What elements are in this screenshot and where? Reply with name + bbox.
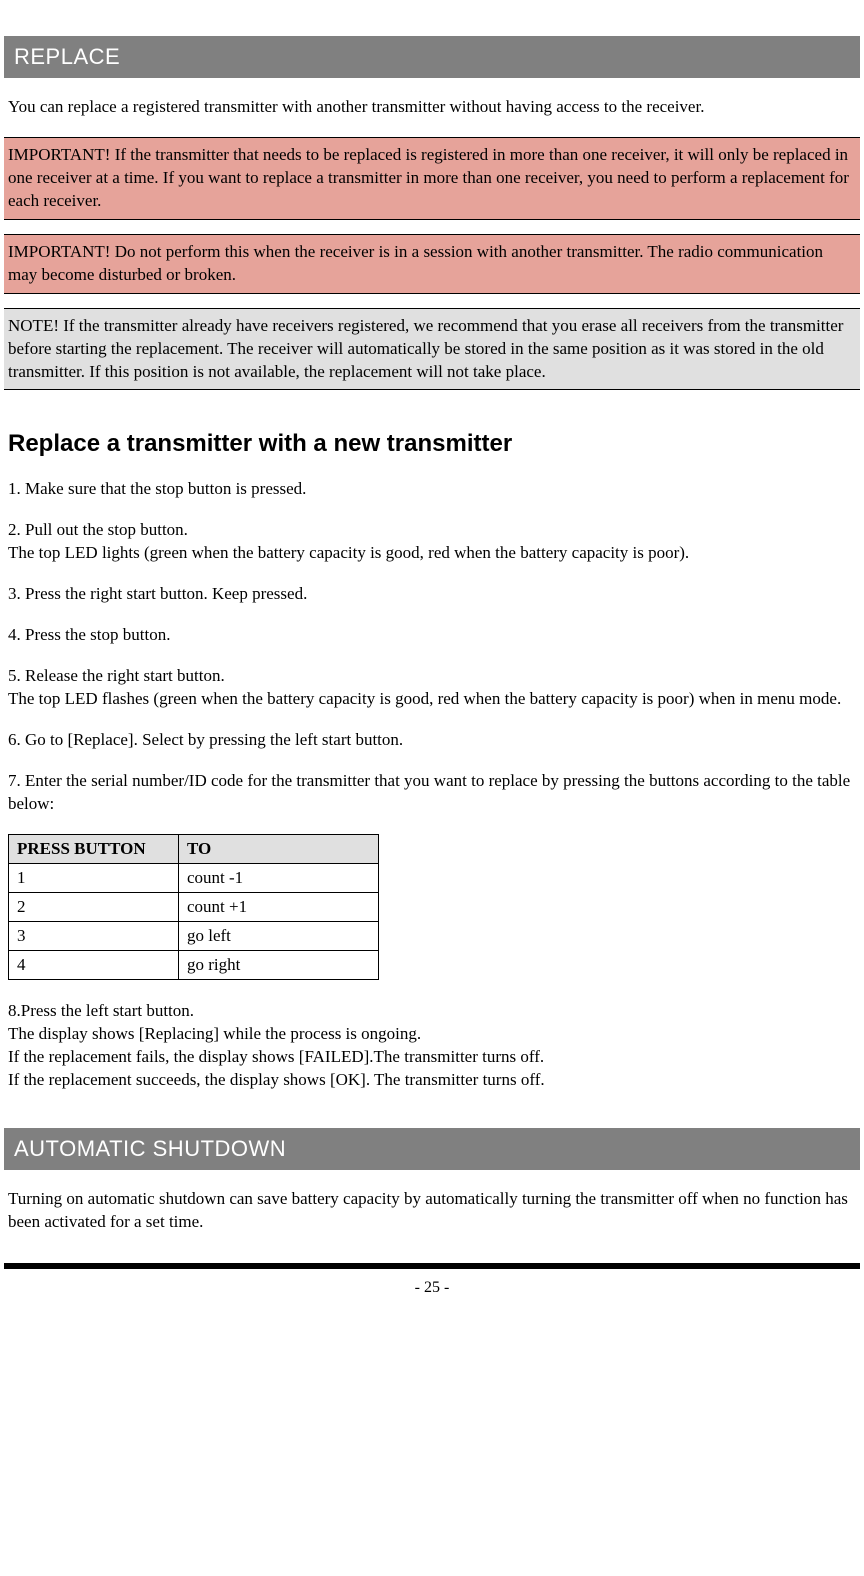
step-8: 8.Press the left start button. The displ… <box>8 1000 856 1092</box>
step-8-line3: If the replacement fails, the display sh… <box>8 1047 544 1066</box>
step-2-line1: 2. Pull out the stop button. <box>8 520 188 539</box>
step-2: 2. Pull out the stop button. The top LED… <box>8 519 856 565</box>
table-cell: 4 <box>9 950 179 979</box>
table-cell: go right <box>179 950 379 979</box>
table-row: 3 go left <box>9 921 379 950</box>
step-1: 1. Make sure that the stop button is pre… <box>8 478 856 501</box>
step-8-line1: 8.Press the left start button. <box>8 1001 194 1020</box>
footer-rule <box>4 1263 860 1269</box>
step-5: 5. Release the right start button. The t… <box>8 665 856 711</box>
table-header-press: PRESS BUTTON <box>9 834 179 863</box>
step-3: 3. Press the right start button. Keep pr… <box>8 583 856 606</box>
step-2-line2: The top LED lights (green when the batte… <box>8 543 689 562</box>
step-8-line4: If the replacement succeeds, the display… <box>8 1070 545 1089</box>
page-container: REPLACE You can replace a registered tra… <box>0 36 864 1297</box>
table-row: 2 count +1 <box>9 892 379 921</box>
step-6: 6. Go to [Replace]. Select by pressing t… <box>8 729 856 752</box>
table-row: 1 count -1 <box>9 863 379 892</box>
section-header-replace: REPLACE <box>4 36 860 78</box>
section-header-shutdown: AUTOMATIC SHUTDOWN <box>4 1128 860 1170</box>
step-5-line2: The top LED flashes (green when the batt… <box>8 689 841 708</box>
important-callout-2: IMPORTANT! Do not perform this when the … <box>4 234 860 294</box>
step-7: 7. Enter the serial number/ID code for t… <box>8 770 856 816</box>
table-cell: 2 <box>9 892 179 921</box>
step-8-line2: The display shows [Replacing] while the … <box>8 1024 421 1043</box>
step-4: 4. Press the stop button. <box>8 624 856 647</box>
note-callout: NOTE! If the transmitter already have re… <box>4 308 860 391</box>
table-cell: go left <box>179 921 379 950</box>
table-row: 4 go right <box>9 950 379 979</box>
button-table: PRESS BUTTON TO 1 count -1 2 count +1 3 … <box>8 834 379 980</box>
table-header-to: TO <box>179 834 379 863</box>
shutdown-body: Turning on automatic shutdown can save b… <box>8 1188 856 1234</box>
intro-text: You can replace a registered transmitter… <box>8 96 856 119</box>
table-cell: 3 <box>9 921 179 950</box>
important-callout-1: IMPORTANT! If the transmitter that needs… <box>4 137 860 220</box>
page-number: - 25 - <box>4 1279 860 1297</box>
step-5-line1: 5. Release the right start button. <box>8 666 225 685</box>
table-cell: count +1 <box>179 892 379 921</box>
table-header-row: PRESS BUTTON TO <box>9 834 379 863</box>
table-cell: count -1 <box>179 863 379 892</box>
subheading-replace-transmitter: Replace a transmitter with a new transmi… <box>8 430 856 458</box>
table-cell: 1 <box>9 863 179 892</box>
